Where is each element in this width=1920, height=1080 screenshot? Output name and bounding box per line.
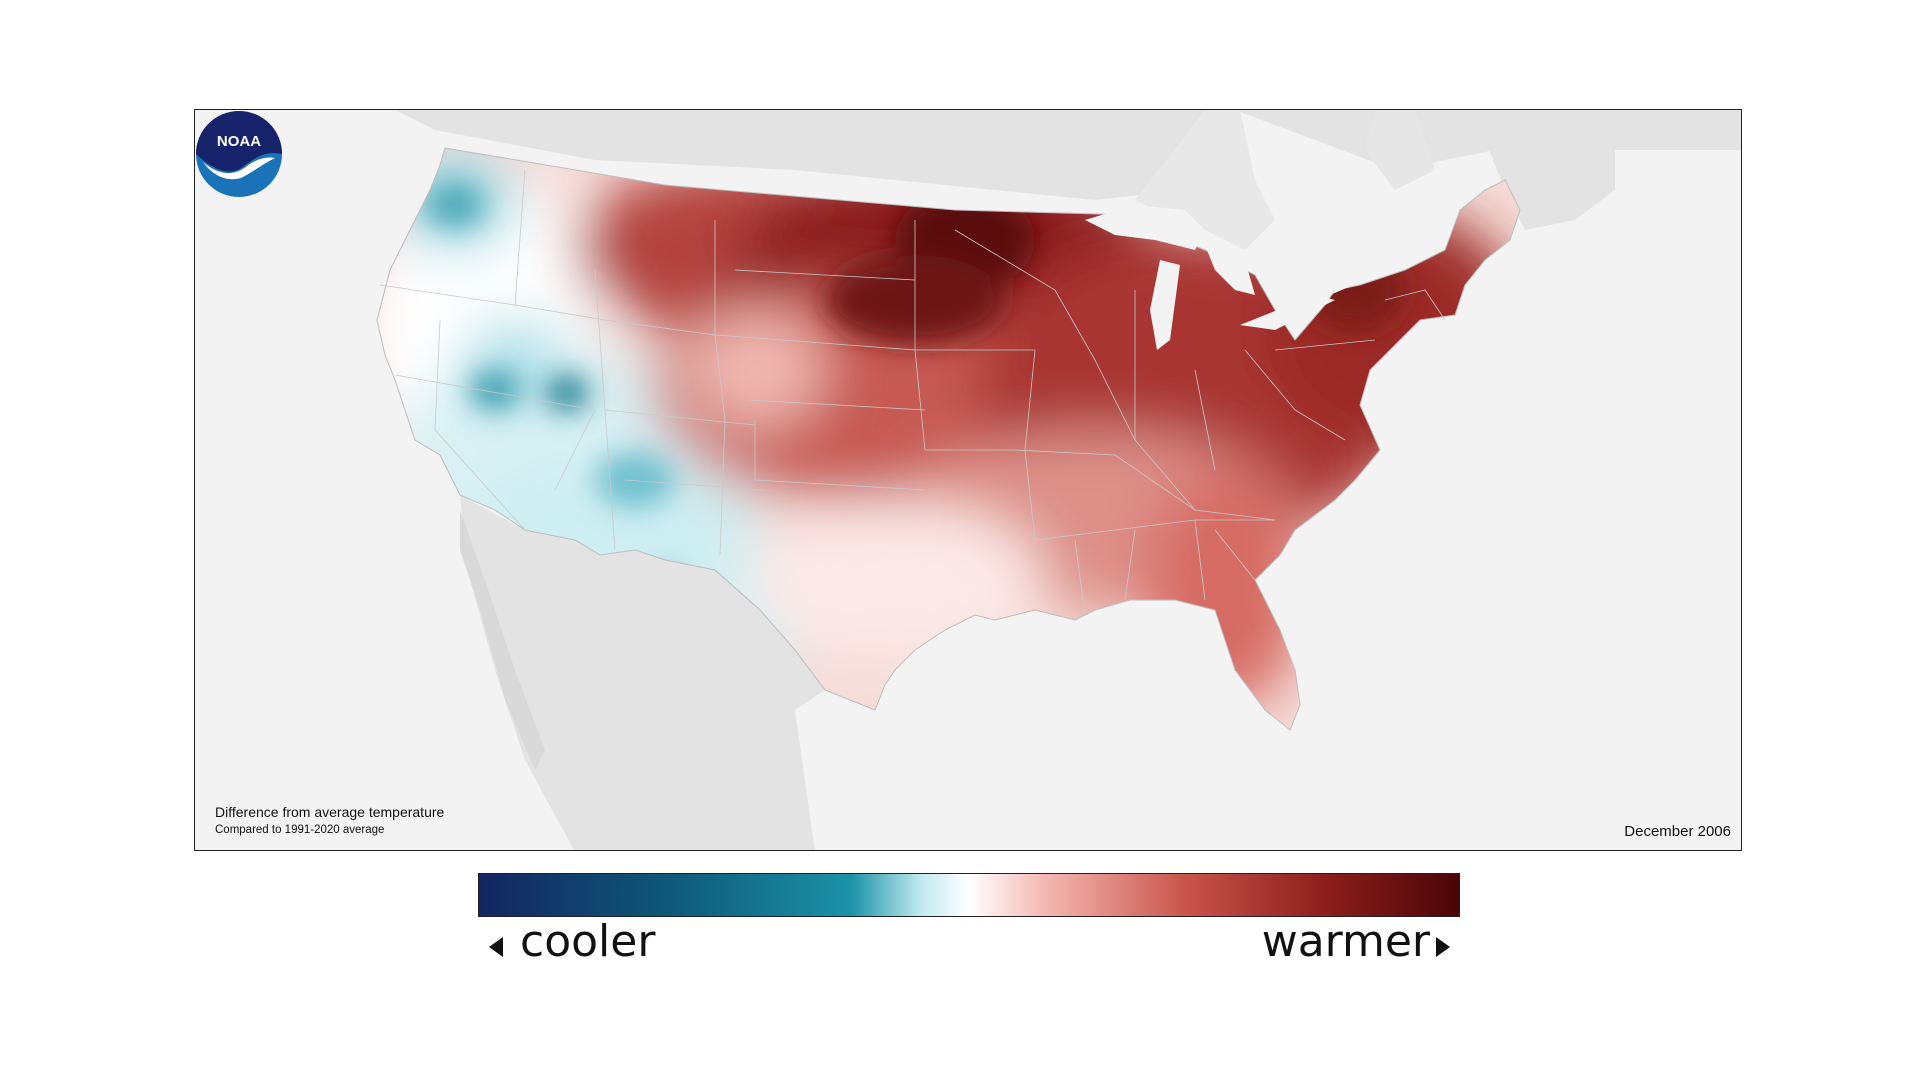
color-scale-legend [478,873,1460,917]
legend-cooler-label: cooler [520,916,656,967]
map-caption-subtitle: Compared to 1991-2020 average [215,824,385,836]
map-date: December 2006 [1624,823,1731,840]
legend-warmer-label: warmer [1261,916,1430,967]
warmer-arrow-icon [1436,937,1450,957]
map-caption-title: Difference from average temperature [215,804,445,820]
map-canvas [195,110,1741,850]
cooler-arrow-icon [489,937,503,957]
noaa-logo-icon: NOAA [196,111,282,197]
noaa-logo-text: NOAA [217,133,261,150]
temperature-anomaly-map: Difference from average temperature Comp… [194,109,1742,851]
